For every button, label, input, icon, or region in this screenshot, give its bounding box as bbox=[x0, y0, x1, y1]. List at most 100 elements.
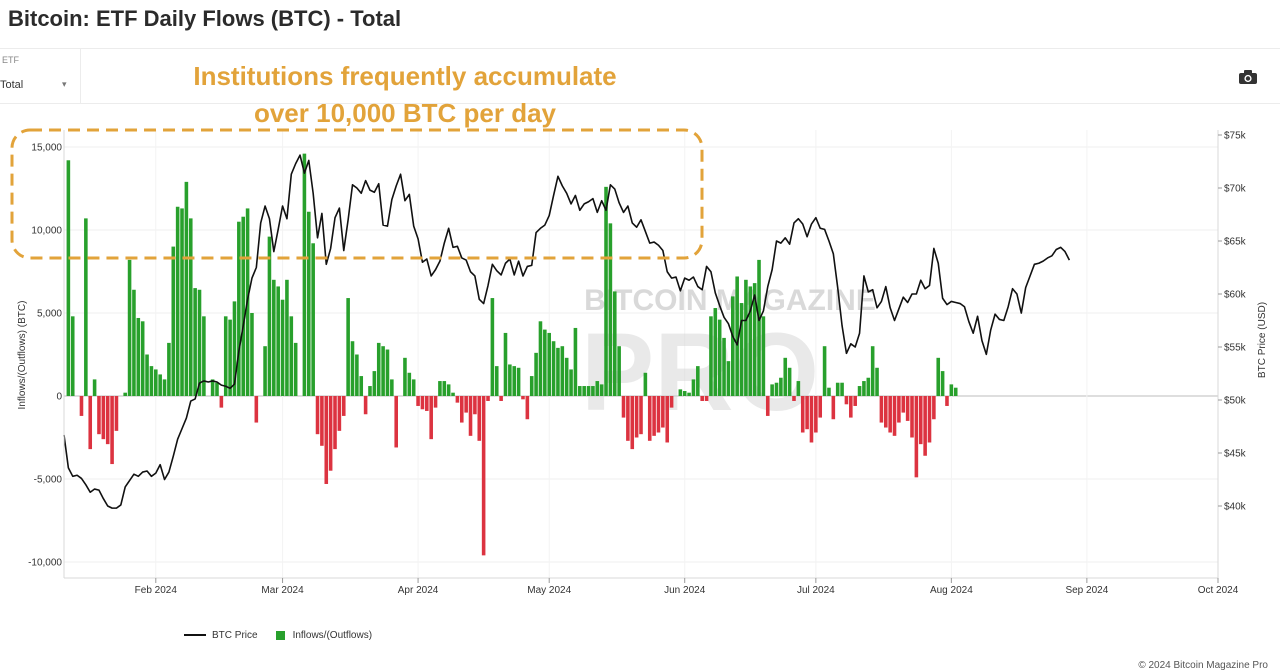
outflow-bar bbox=[114, 396, 119, 431]
inflow-bar bbox=[132, 289, 136, 396]
inflow-bar bbox=[516, 367, 521, 396]
outflow-bar bbox=[328, 396, 333, 471]
inflow-bar bbox=[770, 384, 774, 396]
outflow-bar bbox=[661, 396, 665, 428]
annotation-line-2: over 10,000 BTC per day bbox=[253, 98, 557, 128]
outflow-bar bbox=[665, 396, 670, 443]
outflow-bar bbox=[499, 396, 503, 401]
x-tick-label: Jul 2024 bbox=[797, 585, 835, 596]
outflow-bar bbox=[468, 396, 473, 436]
inflow-bar bbox=[643, 372, 648, 396]
btc-price-line bbox=[63, 154, 1071, 509]
inflow-bar bbox=[827, 387, 831, 396]
y-right-tick-label: $70k bbox=[1224, 184, 1247, 195]
legend-item-flows[interactable]: Inflows/(Outflows) bbox=[275, 629, 373, 641]
inflow-bar bbox=[385, 349, 390, 396]
inflow-bar bbox=[446, 384, 451, 396]
outflow-bar bbox=[932, 396, 936, 420]
outflow-bar bbox=[945, 396, 949, 406]
outflow-bar bbox=[630, 396, 635, 450]
outflow-bar bbox=[105, 396, 110, 445]
outflow-bar bbox=[337, 396, 342, 431]
outflow-bar bbox=[704, 396, 709, 401]
outflow-bar bbox=[455, 396, 460, 403]
inflow-bar bbox=[180, 208, 184, 396]
outflow-bar bbox=[853, 396, 857, 406]
annotation-callout: Institutions frequently accumulate over … bbox=[150, 58, 660, 132]
etf-select[interactable]: ETF Total ▾ bbox=[0, 49, 81, 103]
x-tick-label: Jun 2024 bbox=[664, 585, 706, 596]
outflow-bar bbox=[394, 396, 398, 448]
outflow-bar bbox=[818, 396, 823, 418]
inflow-bar bbox=[381, 346, 385, 396]
outflow-bar bbox=[800, 396, 805, 433]
inflow-bar bbox=[731, 296, 735, 396]
outflow-bar bbox=[425, 396, 429, 411]
outflow-bar bbox=[333, 396, 337, 450]
outflow-bar bbox=[892, 396, 897, 436]
y-right-tick-label: $75k bbox=[1224, 131, 1247, 142]
x-tick-label: Feb 2024 bbox=[135, 585, 178, 596]
outflow-bar bbox=[669, 396, 674, 408]
outflow-bar bbox=[429, 396, 433, 440]
inflow-bar bbox=[442, 381, 447, 396]
inflow-bar bbox=[66, 160, 71, 396]
inflow-bar bbox=[735, 276, 739, 396]
inflow-bar bbox=[438, 381, 442, 396]
inflow-bar bbox=[936, 357, 941, 396]
y-left-axis-title: Inflows/(Outflows) (BTC) bbox=[17, 301, 28, 410]
inflow-bar bbox=[280, 299, 285, 396]
outflow-bar bbox=[910, 396, 914, 438]
inflow-bar bbox=[228, 319, 232, 396]
outflow-bar bbox=[621, 396, 626, 418]
y-left-tick-label: -10,000 bbox=[28, 558, 62, 569]
legend-item-btc-price[interactable]: BTC Price bbox=[184, 630, 258, 641]
page-title: Bitcoin: ETF Daily Flows (BTC) - Total bbox=[8, 6, 402, 31]
outflow-bar bbox=[473, 396, 477, 415]
inflow-bar bbox=[787, 367, 792, 396]
inflow-bar bbox=[167, 342, 171, 396]
outflow-bar bbox=[420, 396, 425, 410]
outflow-bar bbox=[792, 396, 796, 401]
inflow-bar bbox=[302, 153, 307, 396]
flow-bars bbox=[66, 153, 958, 556]
inflow-bar bbox=[612, 291, 617, 396]
inflow-bar bbox=[774, 382, 779, 396]
outflow-bar bbox=[884, 396, 888, 428]
annotation-box bbox=[10, 128, 704, 260]
inflow-bar bbox=[761, 316, 766, 396]
inflow-bar bbox=[678, 389, 683, 396]
inflow-bar bbox=[722, 337, 726, 396]
inflow-bar bbox=[595, 381, 600, 396]
outflow-bar bbox=[521, 396, 525, 400]
inflow-bar bbox=[350, 341, 355, 396]
inflow-bar bbox=[591, 386, 595, 396]
inflow-bar bbox=[953, 387, 958, 396]
inflow-bar bbox=[691, 379, 696, 396]
inflow-bar bbox=[556, 347, 560, 396]
legend-label-flows: Inflows/(Outflows) bbox=[292, 629, 373, 641]
etf-select-label: ETF bbox=[2, 55, 19, 65]
inflow-bar bbox=[250, 313, 254, 396]
camera-icon[interactable] bbox=[1238, 69, 1258, 85]
outflow-bar bbox=[459, 396, 464, 423]
inflow-bar bbox=[237, 221, 241, 396]
outflow-bar bbox=[464, 396, 468, 413]
inflow-bar bbox=[232, 301, 237, 396]
inflow-bar bbox=[866, 377, 871, 396]
outflow-bar bbox=[849, 396, 853, 418]
inflow-bar bbox=[451, 392, 455, 396]
outflow-bar bbox=[320, 396, 324, 446]
inflow-bar bbox=[494, 366, 499, 396]
annotation-line-1: Institutions frequently accumulate bbox=[193, 61, 617, 91]
inflow-bar bbox=[744, 279, 748, 396]
inflow-bar bbox=[403, 357, 407, 396]
inflow-bar bbox=[202, 316, 206, 396]
outflow-bar bbox=[79, 396, 84, 416]
inflow-bar bbox=[538, 321, 543, 396]
inflow-bar bbox=[184, 181, 189, 396]
x-tick-label: Aug 2024 bbox=[930, 585, 973, 596]
outflow-bar bbox=[901, 396, 906, 413]
outflow-bar bbox=[814, 396, 818, 433]
